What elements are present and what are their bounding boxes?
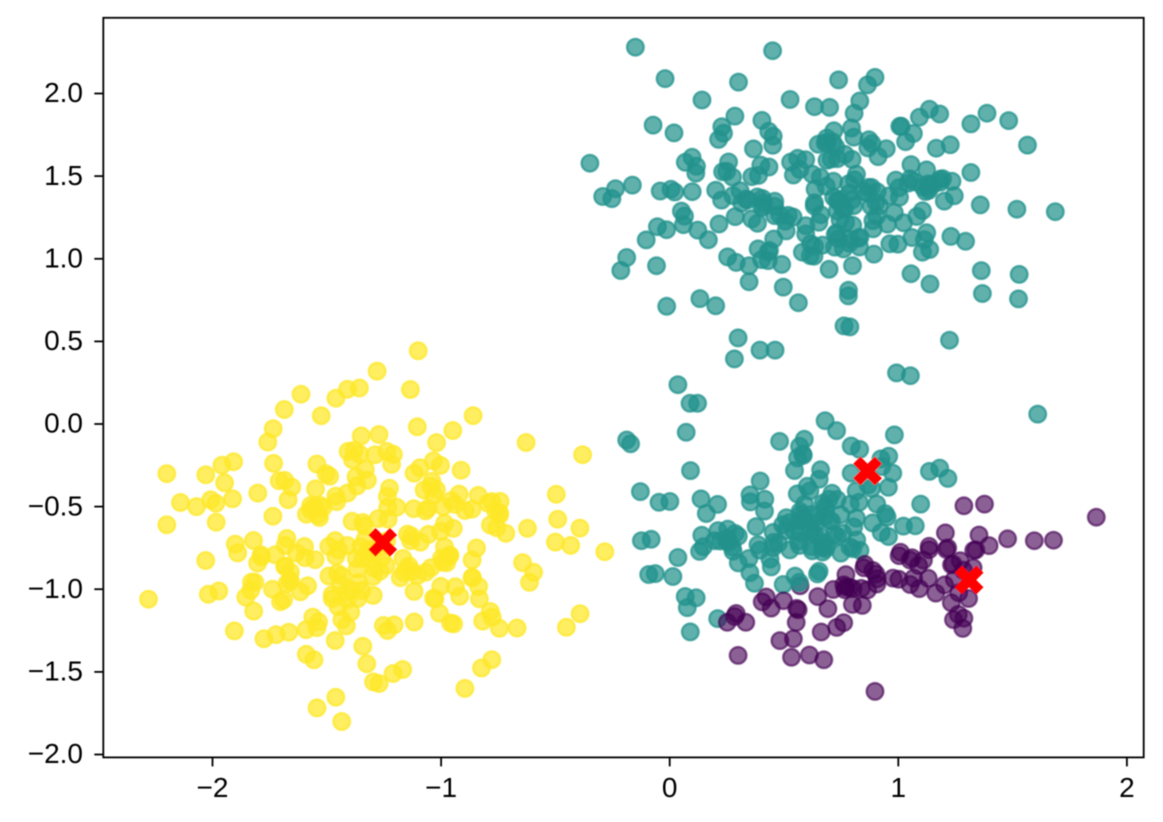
svg-text:0: 0	[662, 772, 678, 803]
svg-text:−1.0: −1.0	[28, 573, 83, 604]
svg-text:−2: −2	[197, 772, 229, 803]
svg-text:2.0: 2.0	[44, 77, 83, 108]
svg-text:−1: −1	[425, 772, 457, 803]
svg-text:1.5: 1.5	[44, 160, 83, 191]
svg-text:0.5: 0.5	[44, 325, 83, 356]
svg-text:−2.0: −2.0	[28, 738, 83, 769]
svg-text:2: 2	[1119, 772, 1135, 803]
svg-text:1.0: 1.0	[44, 242, 83, 273]
svg-text:1: 1	[891, 772, 907, 803]
svg-text:−0.5: −0.5	[28, 490, 83, 521]
svg-text:−1.5: −1.5	[28, 656, 83, 687]
svg-text:0.0: 0.0	[44, 408, 83, 439]
